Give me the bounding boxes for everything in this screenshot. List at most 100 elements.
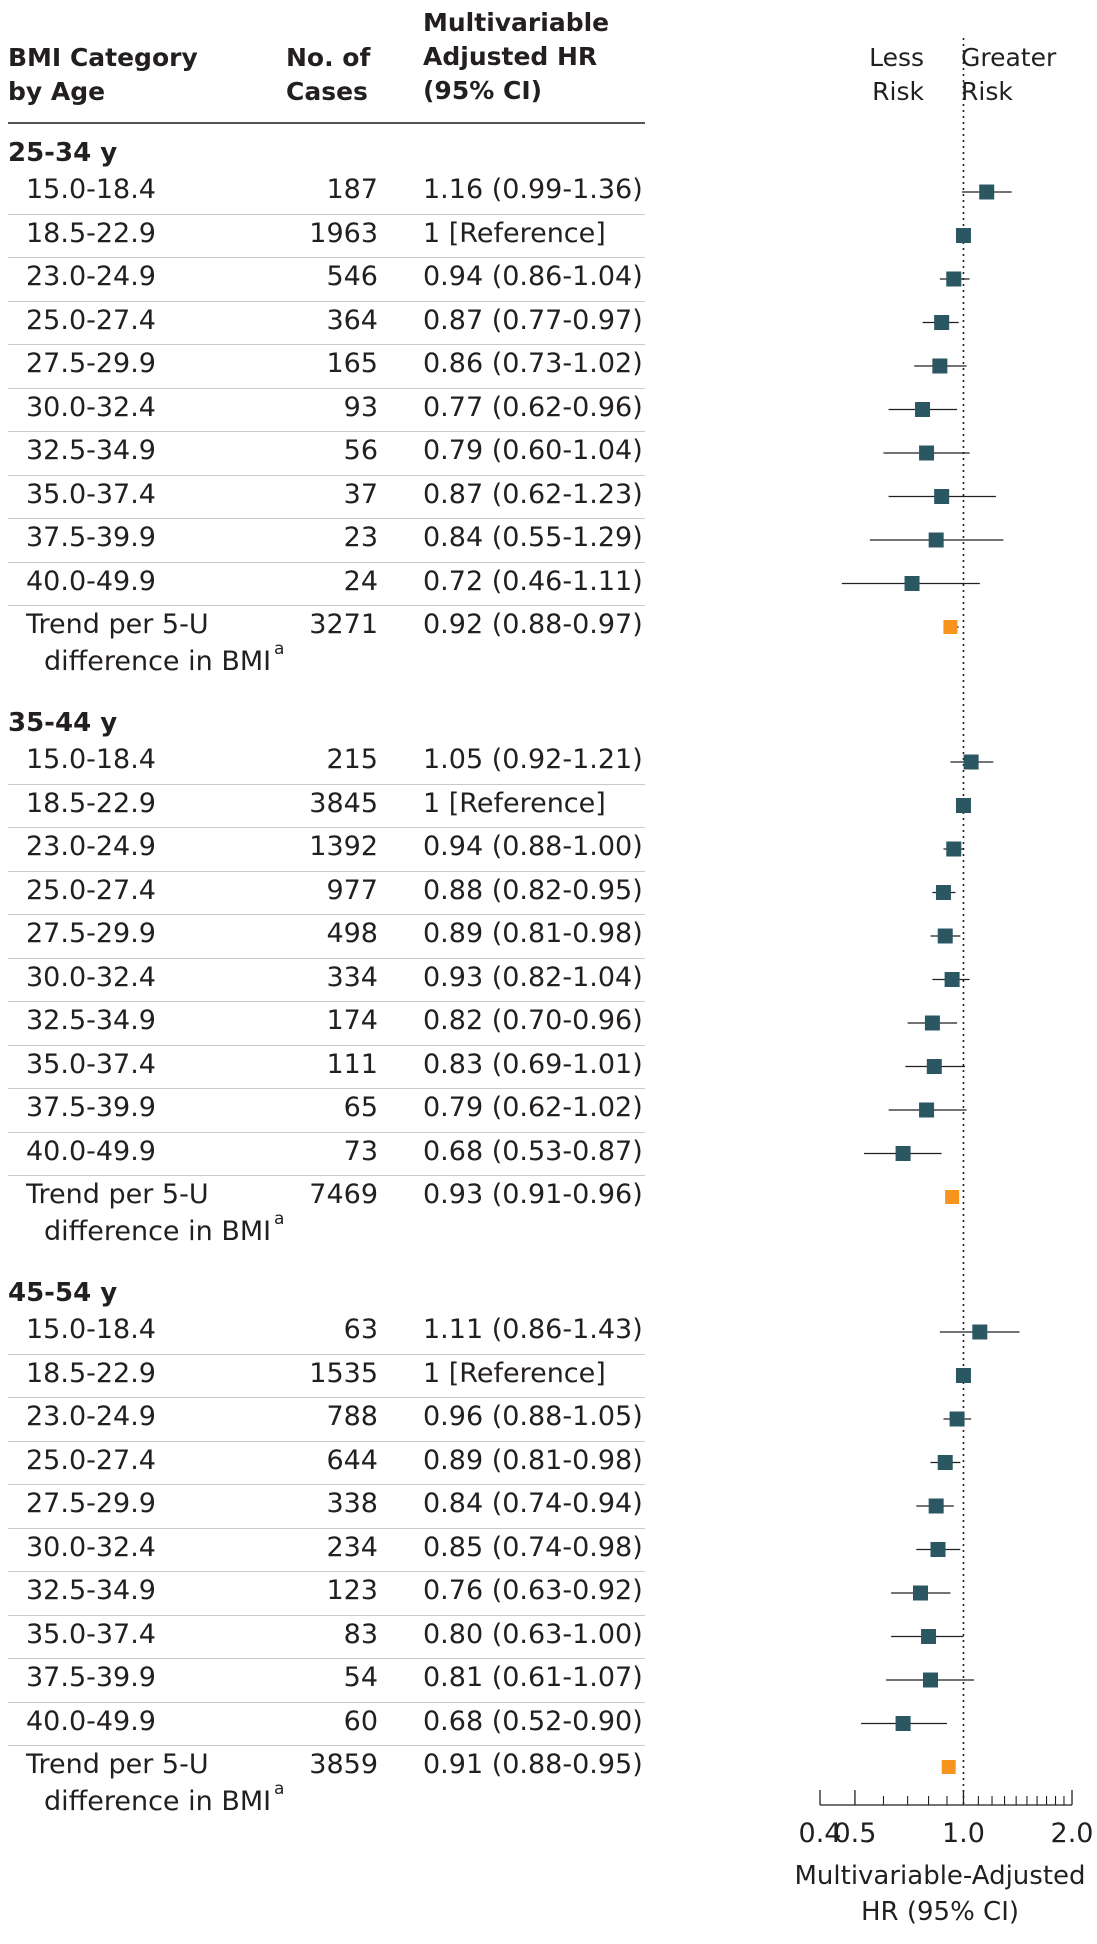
hr-ci-cell: 0.85 (0.74-0.98): [423, 1531, 643, 1563]
hr-point: [926, 1059, 942, 1074]
hr-point: [930, 1542, 946, 1557]
cases-cell: 1392: [309, 831, 378, 862]
cases-cell: 111: [326, 1048, 378, 1080]
trend-cases-cell: 7469: [309, 1179, 378, 1210]
trend-label-line1: Trend per 5-U: [26, 1179, 209, 1210]
hr-point: [924, 1015, 940, 1031]
bmi-category-cell: 30.0-32.4: [26, 1531, 156, 1563]
hr-point: [934, 489, 950, 504]
bmi-category-cell: 15.0-18.4: [26, 1314, 156, 1345]
cases-cell: 73: [343, 1135, 378, 1167]
hr-point: [922, 1672, 938, 1688]
trend-label-line1: Trend per 5-U: [26, 609, 209, 640]
bmi-category-cell: 25.0-27.4: [26, 1444, 156, 1476]
trend-hr-ci-cell: 0.92 (0.88-0.97): [423, 609, 643, 640]
cases-cell: 65: [343, 1092, 378, 1123]
trend-cases-cell: 3271: [309, 609, 378, 640]
hr-point: [937, 928, 953, 944]
hr-ci-cell: 0.94 (0.88-1.00): [423, 831, 643, 862]
cases-cell: 63: [343, 1314, 378, 1345]
trend-label-line2: difference in BMI: [44, 1786, 272, 1817]
row-divider: [8, 300, 645, 302]
hr-ci-cell: 0.68 (0.53-0.87): [423, 1135, 643, 1167]
cases-cell: 174: [326, 1005, 378, 1036]
header-bmi-category: BMI Category by Age: [8, 43, 198, 106]
hr-ci-cell: 0.93 (0.82-1.04): [423, 961, 643, 993]
x-tick-label: 2.0: [1051, 1818, 1094, 1849]
less-risk-label: Less Risk: [869, 43, 924, 106]
hr-ci-cell: 0.96 (0.88-1.05): [423, 1401, 643, 1432]
row-divider: [8, 1701, 645, 1703]
bmi-category-cell: 40.0-49.9: [26, 565, 156, 597]
hr-ci-cell: 0.81 (0.61-1.07): [423, 1662, 643, 1693]
bmi-category-cell: 35.0-37.4: [26, 478, 156, 510]
row-divider: [8, 1440, 645, 1442]
hr-ci-cell: 1.16 (0.99-1.36): [423, 174, 643, 205]
x-axis-label: Multivariable-Adjusted HR (95% CI): [794, 1861, 1086, 1927]
bmi-category-cell: 32.5-34.9: [26, 1575, 156, 1606]
cases-cell: 546: [326, 261, 378, 292]
row-divider: [8, 257, 645, 258]
hr-ci-cell: 1.11 (0.86-1.43): [423, 1314, 643, 1345]
cases-cell: 165: [326, 348, 378, 379]
cases-cell: 977: [326, 874, 378, 906]
hr-ci-cell: 0.89 (0.81-0.98): [423, 918, 643, 949]
row-divider: [8, 518, 645, 519]
row-divider: [8, 1131, 645, 1133]
hr-point: [919, 1102, 935, 1118]
row-divider: [8, 1614, 645, 1616]
cases-cell: 338: [326, 1488, 378, 1519]
cases-cell: 498: [326, 918, 378, 949]
hr-ci-cell: 0.79 (0.60-1.04): [423, 435, 643, 466]
bmi-category-cell: 37.5-39.9: [26, 1092, 156, 1123]
hr-point: [935, 885, 951, 900]
hr-ci-cell: 0.86 (0.73-1.02): [423, 348, 643, 379]
hr-point: [949, 1411, 965, 1427]
trend-point: [941, 1760, 956, 1774]
row-divider: [8, 1001, 645, 1002]
bmi-category-cell: 27.5-29.9: [26, 1488, 156, 1519]
hr-ci-cell: 0.82 (0.70-0.96): [423, 1005, 643, 1036]
trend-label-line1: Trend per 5-U: [26, 1749, 209, 1780]
bmi-category-cell: 25.0-27.4: [26, 304, 156, 336]
row-divider: [8, 561, 645, 563]
row-divider: [8, 431, 645, 432]
hr-ci-cell: 1 [Reference]: [423, 217, 606, 249]
hr-ci-cell: 0.80 (0.63-1.00): [423, 1618, 643, 1650]
bmi-category-cell: 30.0-32.4: [26, 961, 156, 993]
trend-hr-ci-cell: 0.93 (0.91-0.96): [423, 1179, 643, 1210]
row-divider: [8, 914, 645, 915]
hr-point: [963, 754, 979, 770]
cases-cell: 334: [326, 961, 378, 993]
trend-footnote-sup: a: [274, 639, 285, 659]
row-divider: [8, 1527, 645, 1529]
row-divider: [8, 213, 645, 215]
row-divider: [8, 827, 645, 828]
cases-cell: 644: [326, 1444, 378, 1476]
bmi-category-cell: 23.0-24.9: [26, 261, 156, 292]
row-divider: [8, 870, 645, 872]
hr-point: [912, 1585, 928, 1601]
group-label: 25-34 y: [8, 138, 118, 168]
hr-ci-cell: 1 [Reference]: [423, 1357, 606, 1389]
bmi-category-cell: 40.0-49.9: [26, 1135, 156, 1167]
hr-point: [904, 576, 920, 591]
hr-point: [944, 972, 960, 987]
group-label: 45-54 y: [8, 1278, 118, 1308]
cases-cell: 123: [326, 1575, 378, 1606]
cases-cell: 37: [343, 478, 378, 510]
hr-ci-cell: 0.83 (0.69-1.01): [423, 1048, 643, 1080]
bmi-category-cell: 30.0-32.4: [26, 391, 156, 423]
hr-point: [955, 228, 971, 243]
bmi-category-cell: 27.5-29.9: [26, 918, 156, 949]
cases-cell: 56: [343, 435, 378, 466]
hr-ci-cell: 1 [Reference]: [423, 787, 606, 819]
hr-point: [919, 445, 935, 461]
x-tick-label: 0.4: [799, 1818, 842, 1849]
cases-cell: 1535: [309, 1357, 378, 1389]
trend-footnote-sup: a: [274, 1779, 285, 1799]
hr-point: [946, 841, 962, 857]
trend-footnote-sup: a: [274, 1209, 285, 1229]
row-divider: [8, 1088, 645, 1089]
